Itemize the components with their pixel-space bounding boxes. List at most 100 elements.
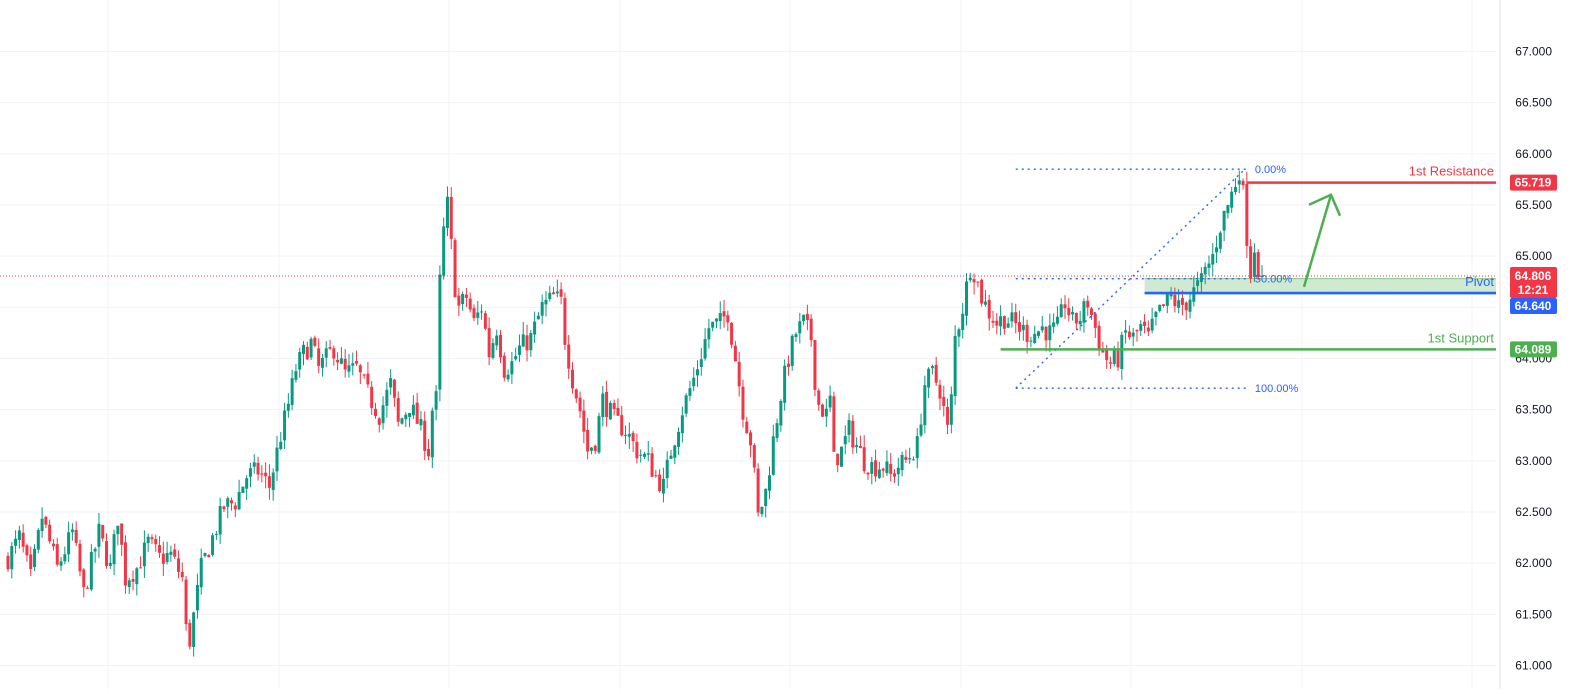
- candle-body: [419, 419, 423, 426]
- projection-arrow-shaft[interactable]: [1302, 194, 1333, 288]
- candle-body: [230, 500, 234, 504]
- candle-body: [1188, 299, 1192, 312]
- candle-body: [972, 279, 976, 283]
- candle-body: [400, 418, 404, 424]
- candle-body: [733, 345, 737, 362]
- candle-body: [703, 339, 707, 359]
- candle-body: [336, 359, 340, 363]
- fibonacci-retracement[interactable]: 0.00% 50.00% 100.00%: [1015, 164, 1299, 395]
- candle-body: [858, 445, 862, 449]
- candle-body: [44, 516, 48, 525]
- candle-body: [673, 445, 677, 458]
- candle-body: [745, 421, 749, 434]
- candle-body: [832, 396, 836, 452]
- candle-body: [627, 433, 631, 437]
- candle-body: [1173, 294, 1177, 307]
- candle-body: [737, 361, 741, 387]
- candle-body: [722, 311, 726, 317]
- candle-body: [783, 365, 787, 403]
- fib-level-label: 0.00%: [1255, 164, 1286, 176]
- candle-body: [1029, 340, 1033, 342]
- fib-trend-line[interactable]: [1015, 168, 1246, 389]
- candle-body: [502, 355, 506, 378]
- candle-body: [597, 416, 601, 453]
- candle-body: [862, 447, 866, 472]
- candle-body: [358, 365, 362, 373]
- candle-body: [741, 386, 745, 420]
- candle-body: [760, 506, 764, 515]
- candle-body: [817, 390, 821, 405]
- candle-body: [889, 463, 893, 474]
- candle-body: [953, 336, 957, 396]
- candle-body: [411, 404, 415, 416]
- candle-body: [63, 554, 67, 562]
- candle-body: [139, 567, 143, 569]
- candle-body: [1097, 325, 1101, 349]
- candle-body: [847, 420, 851, 435]
- candle-body: [995, 320, 999, 326]
- candle-body: [184, 579, 188, 625]
- candle-body: [752, 445, 756, 468]
- candle-body: [116, 525, 120, 535]
- candle-body: [605, 391, 609, 418]
- candle-body: [74, 529, 78, 544]
- levels[interactable]: 1st Resistance Pivot 1st Support: [1000, 164, 1496, 351]
- candle-body: [923, 385, 927, 426]
- candle-body: [1006, 323, 1010, 328]
- candle-body: [1139, 324, 1143, 331]
- candle-body: [59, 561, 63, 566]
- candle-body: [302, 344, 306, 355]
- candle-body: [949, 394, 953, 425]
- candle-body: [449, 196, 453, 239]
- candle-body: [624, 434, 628, 436]
- candle-body: [987, 299, 991, 319]
- candle-body: [347, 365, 351, 372]
- candle-body: [711, 321, 715, 328]
- candle-body: [207, 555, 211, 558]
- candle-body: [1108, 362, 1112, 364]
- y-tick-label: 66.000: [1515, 147, 1552, 161]
- candle-body: [1059, 304, 1063, 318]
- pivot-zone[interactable]: [1144, 278, 1496, 296]
- candle-body: [730, 322, 734, 345]
- candle-body: [55, 544, 59, 565]
- candle-body: [423, 420, 427, 451]
- candle-body: [536, 315, 540, 320]
- candle-body: [506, 374, 510, 380]
- resistance-tag: [1510, 174, 1557, 191]
- candle-body: [320, 357, 324, 368]
- candle-body: [510, 361, 514, 375]
- candles: [0, 170, 1496, 657]
- candle-body: [946, 406, 950, 425]
- candle-body: [1086, 300, 1090, 308]
- candle-body: [870, 462, 874, 474]
- candle-body: [631, 432, 635, 442]
- candle-body: [616, 407, 620, 416]
- candle-body: [222, 506, 226, 510]
- candle-body: [552, 292, 556, 295]
- candle-body: [544, 299, 548, 305]
- candle-body: [805, 313, 809, 320]
- candle-body: [1055, 316, 1059, 324]
- current-price-label: 64.806: [1515, 269, 1552, 283]
- candle-body: [328, 347, 332, 349]
- candle-body: [665, 459, 669, 479]
- candle-body: [283, 410, 287, 441]
- candle-body: [150, 537, 154, 540]
- candle-body: [548, 292, 552, 299]
- candle-body: [635, 441, 639, 459]
- candle-body: [385, 389, 389, 406]
- candle-body: [233, 505, 237, 510]
- candle-body: [1245, 184, 1249, 246]
- level-label: Pivot: [1465, 274, 1494, 289]
- candle-body: [1105, 350, 1109, 360]
- candle-body: [589, 447, 593, 451]
- candle-body: [1090, 308, 1094, 315]
- candle-body: [123, 542, 127, 586]
- y-tick-label: 62.500: [1515, 505, 1552, 519]
- candle-body: [48, 524, 52, 542]
- candle-body: [245, 478, 249, 489]
- candle-body: [252, 462, 256, 467]
